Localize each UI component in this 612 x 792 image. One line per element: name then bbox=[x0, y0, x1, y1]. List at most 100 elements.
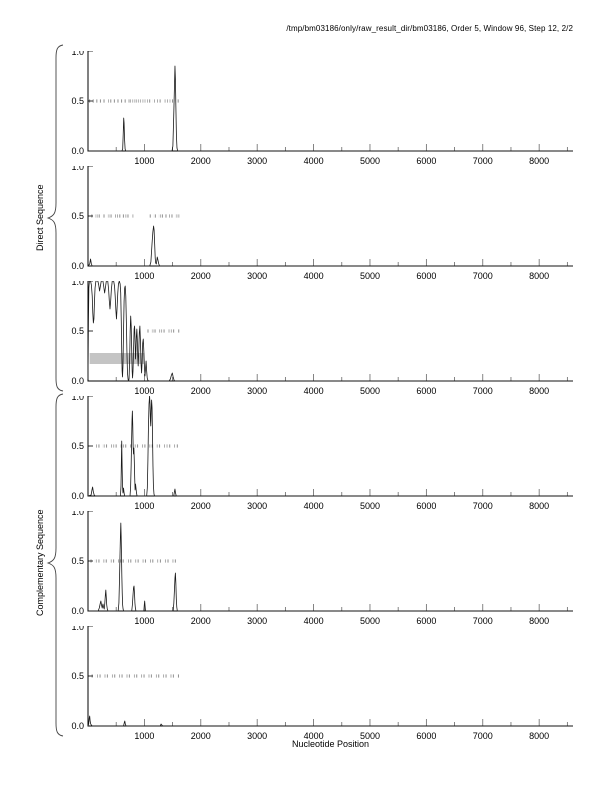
direct-frame-2-svg: 1.0 0.5 0.0 1000 2000 3000 4000 5000 6000 7000 800… bbox=[71, 166, 573, 281]
svg-text:0.0: 0.0 bbox=[71, 606, 84, 616]
svg-text:1.0: 1.0 bbox=[71, 51, 84, 57]
svg-text:5000: 5000 bbox=[360, 501, 380, 511]
x-tick-labels: 1000 2000 3000 4000 5000 6000 7000 8000 bbox=[134, 386, 549, 396]
axis bbox=[87, 396, 573, 497]
svg-text:4000: 4000 bbox=[304, 386, 324, 396]
svg-text:5000: 5000 bbox=[360, 386, 380, 396]
y-ticks bbox=[88, 511, 93, 612]
svg-text:1.0: 1.0 bbox=[71, 166, 84, 172]
svg-text:4000: 4000 bbox=[304, 156, 324, 166]
svg-text:1000: 1000 bbox=[134, 731, 154, 741]
direct-frame-1-svg: 1.0 0.5 0.0 1000 2000 3000 4000 5000 6000 7000 800… bbox=[71, 51, 573, 166]
complementary-frame-2-svg: 1.0 0.5 0.0 1000 2000 3000 4000 5000 6000 7000 800… bbox=[71, 511, 573, 626]
svg-text:0.5: 0.5 bbox=[71, 326, 84, 336]
axis bbox=[87, 166, 573, 267]
svg-text:2000: 2000 bbox=[191, 271, 211, 281]
panel-direct-frame-1: 1.0 0.5 0.0 1000 2000 3000 4000 5000 6000 7000 800… bbox=[60, 51, 590, 169]
y-ticks bbox=[88, 166, 93, 267]
svg-text:0.0: 0.0 bbox=[71, 721, 84, 731]
svg-text:4000: 4000 bbox=[304, 731, 324, 741]
svg-text:0.5: 0.5 bbox=[71, 96, 84, 106]
svg-text:6000: 6000 bbox=[416, 616, 436, 626]
svg-text:7000: 7000 bbox=[473, 731, 493, 741]
panel-complementary-frame-3: 1.0 0.5 0.0 1000 2000 3000 4000 5000 6000 7000 800… bbox=[60, 626, 590, 744]
direct-sequence-label: Direct Sequence bbox=[35, 184, 45, 252]
coding-potential-curve bbox=[87, 715, 573, 727]
x-ticks bbox=[115, 719, 568, 726]
panel-complementary-frame-1: 1.0 0.5 0.0 1000 2000 3000 4000 5000 6000 7000 800… bbox=[60, 396, 590, 514]
svg-text:0.0: 0.0 bbox=[71, 261, 84, 271]
svg-text:3000: 3000 bbox=[247, 501, 267, 511]
svg-text:3000: 3000 bbox=[247, 156, 267, 166]
svg-text:0.0: 0.0 bbox=[71, 491, 84, 501]
x-ticks bbox=[115, 259, 568, 266]
y-tick-labels: 1.0 0.5 0.0 bbox=[71, 626, 84, 731]
svg-text:2000: 2000 bbox=[191, 156, 211, 166]
direct-group-brace bbox=[46, 44, 64, 392]
svg-text:0.5: 0.5 bbox=[71, 211, 84, 221]
x-tick-labels: 1000 2000 3000 4000 5000 6000 7000 8000 bbox=[134, 501, 549, 511]
svg-text:6000: 6000 bbox=[416, 501, 436, 511]
svg-text:4000: 4000 bbox=[304, 616, 324, 626]
x-axis-label: Nucleotide Position bbox=[291, 739, 370, 749]
svg-text:7000: 7000 bbox=[473, 501, 493, 511]
svg-text:0.0: 0.0 bbox=[71, 376, 84, 386]
svg-text:4000: 4000 bbox=[304, 501, 324, 511]
y-tick-labels: 1.0 0.5 0.0 bbox=[71, 396, 84, 501]
y-tick-labels: 1.0 0.5 0.0 bbox=[71, 281, 84, 386]
y-tick-labels: 1.0 0.5 0.0 bbox=[71, 166, 84, 271]
svg-text:2000: 2000 bbox=[191, 616, 211, 626]
coding-potential-curve bbox=[87, 225, 573, 267]
complementary-frame-3-svg: 1.0 0.5 0.0 1000 2000 3000 4000 5000 6000 7000 800… bbox=[71, 626, 573, 741]
panel-complementary-frame-2: 1.0 0.5 0.0 1000 2000 3000 4000 5000 6000 7000 800… bbox=[60, 511, 590, 629]
coding-potential-curve bbox=[88, 65, 573, 152]
coding-potential-curve bbox=[87, 396, 573, 497]
svg-text:0.0: 0.0 bbox=[71, 146, 84, 156]
svg-text:1000: 1000 bbox=[134, 501, 154, 511]
svg-text:0.5: 0.5 bbox=[71, 556, 84, 566]
x-tick-labels: 1000 2000 3000 4000 5000 6000 7000 8000 bbox=[134, 731, 549, 741]
svg-text:8000: 8000 bbox=[529, 386, 549, 396]
svg-text:1000: 1000 bbox=[134, 156, 154, 166]
svg-text:0.5: 0.5 bbox=[71, 441, 84, 451]
coding-potential-curve bbox=[87, 281, 573, 382]
svg-text:2000: 2000 bbox=[191, 386, 211, 396]
plot-title: /tmp/bm03186/only/raw_result_dir/bm03186… bbox=[286, 24, 573, 33]
svg-text:7000: 7000 bbox=[473, 386, 493, 396]
svg-text:7000: 7000 bbox=[473, 156, 493, 166]
svg-text:8000: 8000 bbox=[529, 271, 549, 281]
svg-text:3000: 3000 bbox=[247, 271, 267, 281]
x-ticks bbox=[115, 604, 568, 611]
coding-potential-curve bbox=[88, 522, 573, 612]
complementary-sequence-label: Complementary Sequence bbox=[35, 509, 45, 617]
x-tick-labels: 1000 2000 3000 4000 5000 6000 7000 8000 bbox=[134, 271, 549, 281]
svg-text:6000: 6000 bbox=[416, 271, 436, 281]
x-ticks bbox=[115, 489, 568, 496]
svg-text:8000: 8000 bbox=[529, 731, 549, 741]
svg-text:5000: 5000 bbox=[360, 731, 380, 741]
complementary-frame-1-svg: 1.0 0.5 0.0 1000 2000 3000 4000 5000 6000 7000 800… bbox=[71, 396, 573, 511]
svg-text:2000: 2000 bbox=[191, 731, 211, 741]
svg-text:6000: 6000 bbox=[416, 156, 436, 166]
svg-text:1000: 1000 bbox=[134, 271, 154, 281]
y-ticks bbox=[88, 51, 93, 152]
y-ticks bbox=[88, 626, 93, 727]
svg-text:2000: 2000 bbox=[191, 501, 211, 511]
x-tick-labels: 1000 2000 3000 4000 5000 6000 7000 8000 bbox=[134, 616, 549, 626]
svg-text:1000: 1000 bbox=[134, 386, 154, 396]
axis bbox=[87, 626, 573, 727]
svg-text:7000: 7000 bbox=[473, 271, 493, 281]
svg-text:1.0: 1.0 bbox=[71, 281, 84, 287]
svg-text:1.0: 1.0 bbox=[71, 396, 84, 402]
svg-text:3000: 3000 bbox=[247, 731, 267, 741]
svg-text:4000: 4000 bbox=[304, 271, 324, 281]
svg-text:0.5: 0.5 bbox=[71, 671, 84, 681]
direct-frame-3-svg: 1.0 0.5 0.0 1000 2000 3000 4000 5000 6000 7000 800… bbox=[71, 281, 573, 396]
svg-text:7000: 7000 bbox=[473, 616, 493, 626]
svg-text:5000: 5000 bbox=[360, 616, 380, 626]
predicted-region-bar bbox=[89, 353, 145, 364]
svg-text:1000: 1000 bbox=[134, 616, 154, 626]
x-tick-labels: 1000 2000 3000 4000 5000 6000 7000 8000 bbox=[134, 156, 549, 166]
